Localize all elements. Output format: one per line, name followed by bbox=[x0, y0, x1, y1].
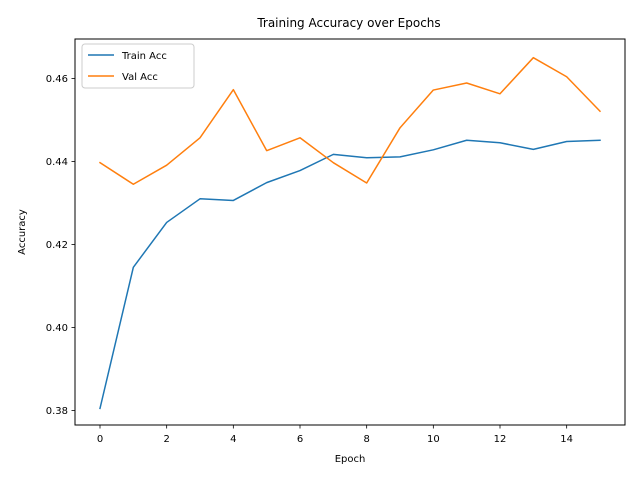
legend-label-1: Val Acc bbox=[122, 72, 158, 83]
x-tick-label: 6 bbox=[297, 434, 303, 445]
legend: Train Acc Val Acc bbox=[81, 43, 195, 89]
x-tick-label: 2 bbox=[163, 434, 169, 445]
plot-frame bbox=[74, 38, 626, 426]
y-tick-label: 0.44 bbox=[46, 157, 68, 168]
y-tick-label: 0.38 bbox=[46, 406, 68, 417]
chart-title: Training Accuracy over Epochs bbox=[256, 16, 440, 30]
x-tick-label: 12 bbox=[494, 434, 507, 445]
y-tick-label: 0.42 bbox=[46, 240, 68, 251]
x-tick-label: 14 bbox=[560, 434, 573, 445]
x-axis-title: Epoch bbox=[335, 454, 366, 465]
y-tick-label: 0.40 bbox=[46, 323, 68, 334]
series-line-1 bbox=[98, 56, 602, 186]
y-tick-label: 0.46 bbox=[46, 74, 68, 85]
x-tick-label: 4 bbox=[230, 434, 236, 445]
y-axis-title: Accuracy bbox=[17, 209, 28, 255]
plot-layer bbox=[98, 56, 602, 410]
series-line-0 bbox=[99, 139, 601, 410]
ticks-layer: 0 2 4 6 8 10 12 14 0.38 0.40 0.42 0.44 0.46 bbox=[46, 74, 573, 445]
legend-label-0: Train Acc bbox=[121, 51, 167, 62]
x-tick-label: 10 bbox=[427, 434, 440, 445]
x-tick-label: 0 bbox=[97, 434, 103, 445]
x-tick-label: 8 bbox=[363, 434, 369, 445]
